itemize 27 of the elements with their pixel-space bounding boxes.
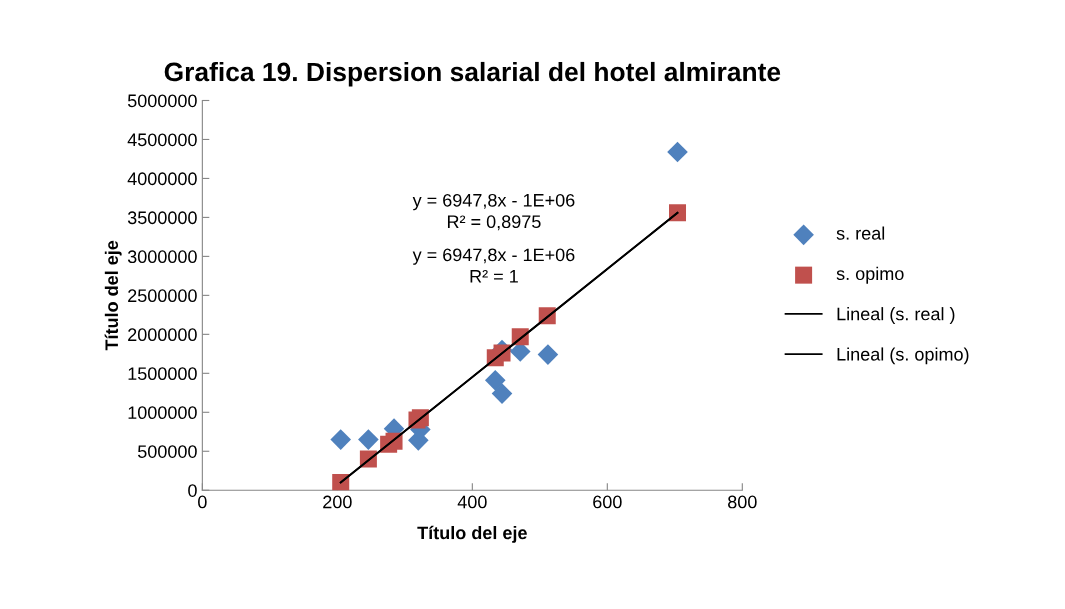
annotation: R² = 0,8975 [447, 215, 541, 231]
legend-label: Lineal (s. real ) [837, 307, 955, 324]
annotation: y = 6947,8x - 1E+06 [412, 193, 575, 211]
y-tick-label: 500000 [137, 445, 197, 458]
x-tick-label: 800 [728, 495, 757, 509]
y-tick-label: 4500000 [127, 133, 197, 147]
legend-label: Lineal (s. opimo) [837, 347, 969, 365]
x-axis-title: Título del eje [417, 525, 527, 543]
x-tick-label: 0 [198, 495, 207, 509]
annotation: R² = 1 [470, 269, 518, 283]
y-tick-label: 0 [188, 484, 197, 497]
legend-label: s. opimo [836, 266, 904, 284]
y-tick-label: 1000000 [128, 406, 197, 420]
x-tick-label: 600 [593, 495, 622, 509]
y-tick-label: 1500000 [128, 367, 197, 381]
y-axis-title: Título del eje [104, 240, 122, 351]
y-tick-label: 3000000 [127, 250, 197, 264]
y-tick-label: 2500000 [128, 289, 197, 303]
y-tick-label: 4000000 [127, 172, 197, 186]
x-tick-label: 200 [323, 495, 352, 509]
annotation: y = 6947,8x - 1E+06 [412, 248, 575, 265]
legend-label: s. real [836, 226, 885, 240]
y-tick-label: 3500000 [127, 211, 197, 225]
chart-title: Grafica 19. Dispersion salarial del hotel almirante [164, 61, 781, 87]
x-tick-label: 400 [457, 495, 487, 509]
y-tick-label: 5000000 [127, 94, 197, 108]
y-tick-label: 2000000 [128, 328, 197, 342]
